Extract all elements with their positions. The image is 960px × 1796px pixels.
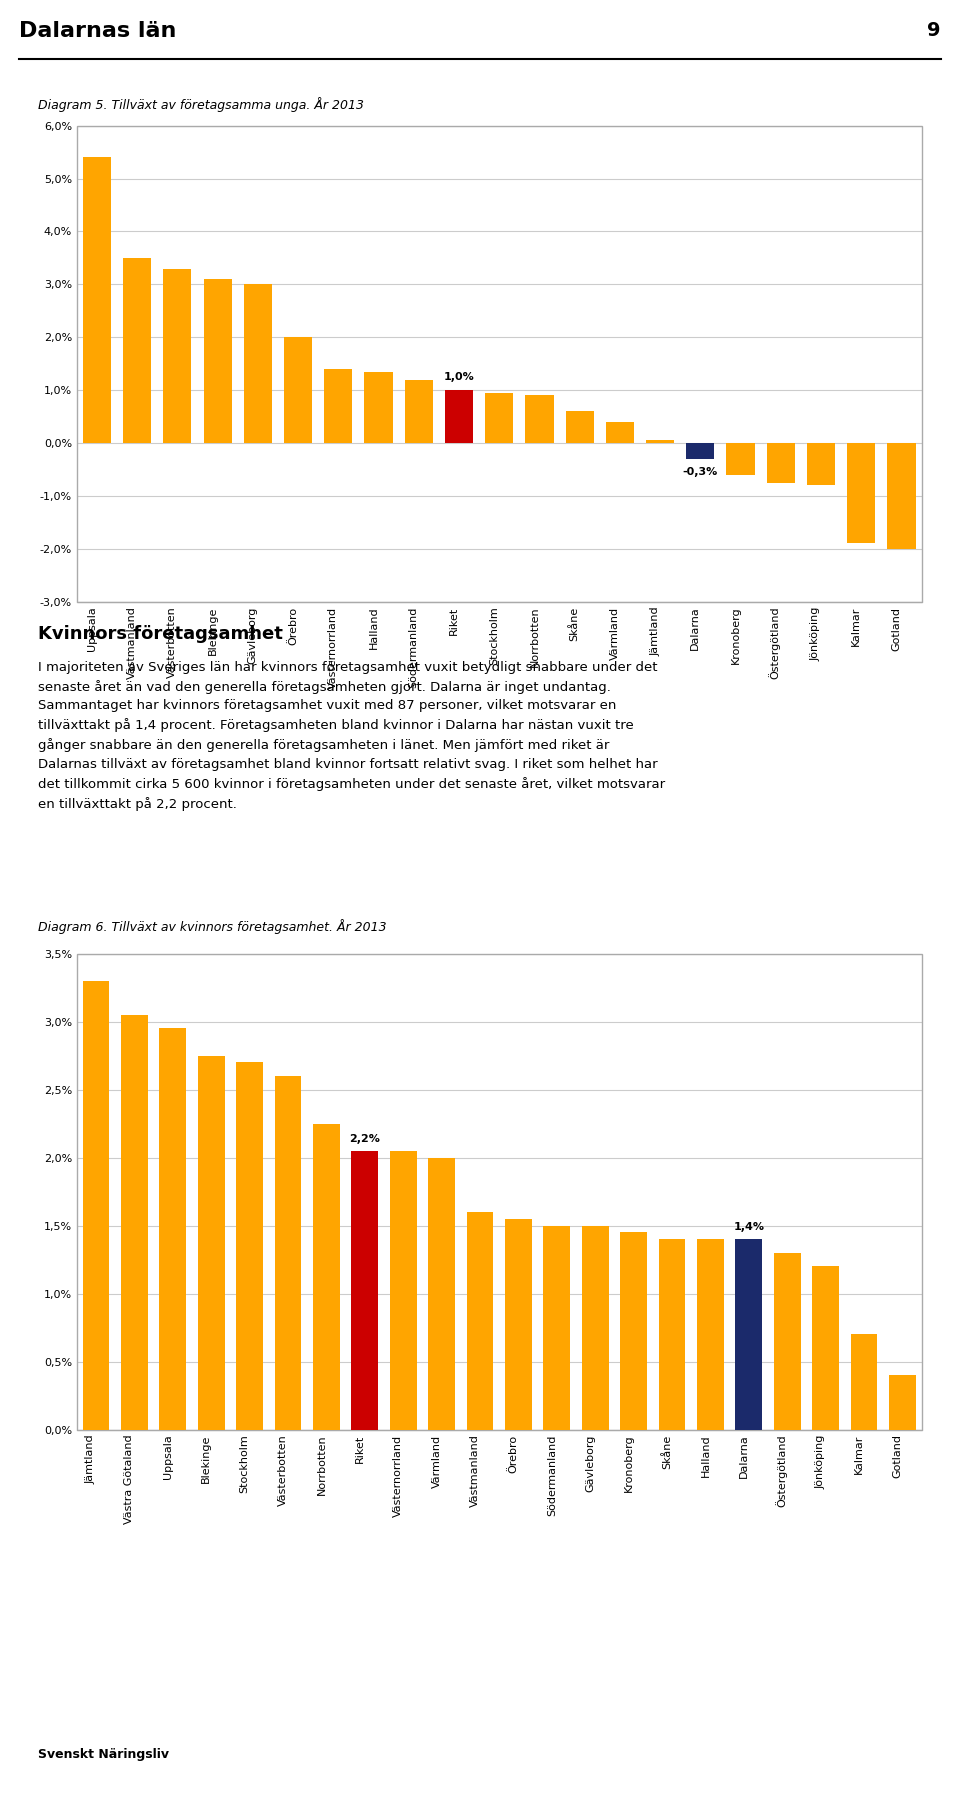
- Bar: [774, 1254, 801, 1430]
- Text: 9: 9: [927, 22, 941, 40]
- Bar: [198, 1056, 225, 1430]
- Bar: [313, 1124, 340, 1430]
- Bar: [847, 444, 876, 544]
- Bar: [324, 368, 352, 444]
- Bar: [525, 395, 554, 444]
- Bar: [428, 1158, 455, 1430]
- Bar: [767, 444, 795, 483]
- Text: I majoriteten av Sveriges län har kvinnors företagsamhet vuxit betydligt snabbar: I majoriteten av Sveriges län har kvinno…: [38, 661, 665, 812]
- Text: Svenskt Näringsliv: Svenskt Näringsliv: [38, 1748, 169, 1762]
- Bar: [727, 444, 755, 474]
- Bar: [686, 444, 714, 458]
- Bar: [807, 444, 835, 485]
- Bar: [697, 1239, 724, 1430]
- Bar: [123, 259, 152, 444]
- Bar: [735, 1239, 762, 1430]
- Bar: [582, 1225, 609, 1430]
- Bar: [565, 411, 593, 444]
- Text: -0,3%: -0,3%: [683, 467, 718, 476]
- Bar: [851, 1334, 877, 1430]
- Text: Diagram 6. Tillväxt av kvinnors företagsamhet. År 2013: Diagram 6. Tillväxt av kvinnors företags…: [38, 920, 387, 934]
- Bar: [659, 1239, 685, 1430]
- Text: Diagram 5. Tillväxt av företagsamma unga. År 2013: Diagram 5. Tillväxt av företagsamma unga…: [38, 97, 365, 111]
- Text: Kvinnors företagsamhet: Kvinnors företagsamhet: [38, 625, 283, 643]
- Bar: [275, 1076, 301, 1430]
- Bar: [236, 1063, 263, 1430]
- Text: Dalarnas län: Dalarnas län: [19, 22, 177, 41]
- Bar: [83, 981, 109, 1430]
- Bar: [77, 954, 922, 1430]
- Bar: [77, 126, 922, 602]
- Bar: [620, 1232, 647, 1430]
- Bar: [244, 284, 272, 444]
- Bar: [646, 440, 674, 444]
- Bar: [405, 379, 433, 444]
- Bar: [83, 158, 111, 444]
- Bar: [159, 1029, 186, 1430]
- Bar: [365, 372, 393, 444]
- Text: 1,0%: 1,0%: [444, 372, 474, 383]
- Text: 2,2%: 2,2%: [349, 1133, 380, 1144]
- Bar: [889, 1376, 916, 1430]
- Bar: [505, 1219, 532, 1430]
- Bar: [485, 393, 514, 444]
- Bar: [606, 422, 634, 444]
- Text: 1,4%: 1,4%: [733, 1223, 764, 1232]
- Bar: [163, 268, 191, 444]
- Bar: [444, 390, 473, 444]
- Bar: [390, 1151, 417, 1430]
- Bar: [204, 278, 231, 444]
- Bar: [543, 1225, 570, 1430]
- Bar: [467, 1212, 493, 1430]
- Bar: [284, 338, 312, 444]
- Bar: [121, 1015, 148, 1430]
- Bar: [887, 444, 916, 550]
- Bar: [812, 1266, 839, 1430]
- Bar: [351, 1151, 378, 1430]
